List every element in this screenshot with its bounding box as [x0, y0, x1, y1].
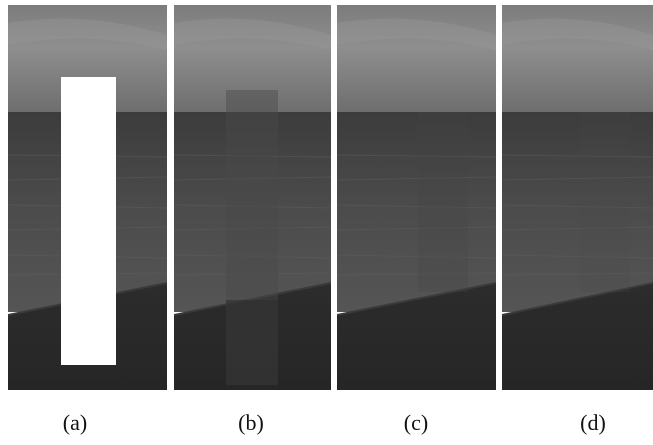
- mask: [61, 77, 116, 365]
- panel-c: [337, 5, 496, 390]
- panel-label: (d): [580, 410, 606, 435]
- panel-label: (a): [63, 410, 87, 435]
- panel-a: [8, 5, 167, 390]
- page: (a) (b) (c) (d) (() => { const data = JS…: [0, 0, 653, 445]
- panel-b: [174, 5, 331, 390]
- panel-label: (c): [404, 410, 428, 435]
- panel-d: [502, 5, 653, 390]
- figure: (a) (b) (c) (d): [0, 0, 653, 445]
- panel-label: (b): [238, 410, 264, 435]
